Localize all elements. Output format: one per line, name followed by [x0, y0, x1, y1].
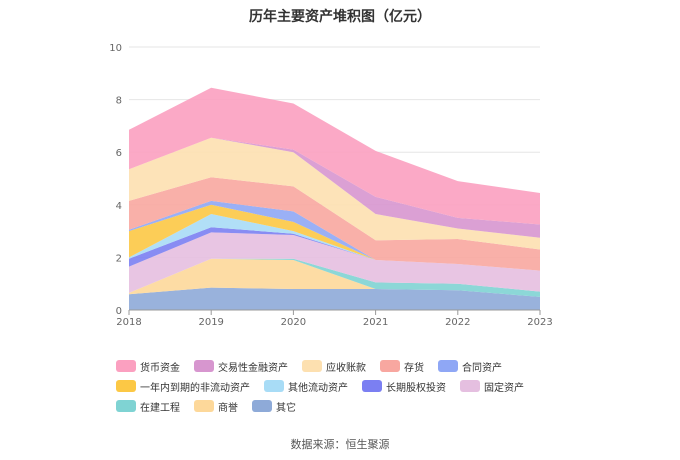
area-series-2 [129, 258, 540, 297]
legend-swatch [362, 380, 382, 392]
area-series-10 [129, 137, 540, 238]
y-tick-label: 0 [116, 306, 122, 317]
x-tick-label: 2018 [116, 317, 141, 328]
legend-item[interactable]: 合同资产 [438, 358, 502, 374]
data-source: 数据来源：恒生聚源 [290, 438, 390, 451]
legend-item[interactable]: 其它 [252, 398, 296, 414]
legend-label: 其它 [276, 402, 296, 414]
legend-label: 商誉 [218, 402, 238, 414]
legend-label: 其他流动资产 [288, 382, 348, 394]
legend-swatch [116, 400, 136, 412]
legend-item[interactable]: 应收账款 [302, 358, 366, 374]
legend-swatch [460, 380, 480, 392]
legend-swatch [380, 360, 400, 372]
legend-item[interactable]: 在建工程 [116, 398, 180, 414]
x-tick-label: 2020 [281, 317, 306, 328]
legend-item[interactable]: 固定资产 [460, 378, 524, 394]
legend-swatch [302, 360, 322, 372]
legend-swatch [252, 400, 272, 412]
legend-swatch [264, 380, 284, 392]
legend-item[interactable]: 交易性金融资产 [194, 358, 288, 374]
legend-label: 应收账款 [326, 362, 366, 374]
chart-title: 历年主要资产堆积图（亿元） [249, 9, 431, 25]
legend-swatch [438, 360, 458, 372]
legend-item[interactable]: 长期股权投资 [362, 378, 446, 394]
x-tick-label: 2023 [527, 317, 552, 328]
y-tick-label: 2 [116, 253, 122, 264]
legend-swatch [116, 380, 136, 392]
x-tick-label: 2021 [363, 317, 388, 328]
x-tick-label: 2022 [445, 317, 470, 328]
area-series-3 [129, 232, 540, 293]
x-tick-label: 2019 [198, 317, 223, 328]
y-tick-label: 6 [116, 148, 122, 159]
legend-label: 一年内到期的非流动资产 [140, 382, 250, 394]
legend-label: 存货 [404, 362, 424, 374]
legend-item[interactable]: 商誉 [194, 398, 238, 414]
legend-label: 合同资产 [462, 362, 502, 374]
y-tick-label: 8 [116, 96, 122, 107]
legend-label: 交易性金融资产 [218, 362, 288, 374]
area-series-11 [129, 87, 540, 225]
legend-swatch [116, 360, 136, 372]
legend-item[interactable]: 一年内到期的非流动资产 [116, 378, 250, 394]
legend-item[interactable]: 其他流动资产 [264, 378, 348, 394]
legend-label: 在建工程 [140, 402, 180, 414]
legend-item[interactable]: 存货 [380, 358, 424, 374]
area-series-1 [129, 258, 540, 297]
legend-swatch [194, 400, 214, 412]
legend-item[interactable]: 货币资金 [116, 358, 180, 374]
y-tick-label: 10 [109, 43, 122, 54]
y-tick-label: 4 [116, 201, 122, 212]
area-series-5 [129, 214, 540, 271]
legend-label: 长期股权投资 [386, 382, 446, 394]
legend-label: 货币资金 [140, 362, 180, 374]
area-series [129, 87, 540, 310]
area-series-7 [129, 200, 540, 271]
area-series-8 [129, 177, 540, 271]
axes: 0 2 4 6 8 10 2018 2019 2020 2021 2022 2023 [109, 43, 552, 328]
legend: 货币资金 交易性金融资产 应收账款 存货 合同资产一年内到期的非流动资产 其他流动资产 长期… [116, 358, 586, 414]
area-series-9 [129, 137, 540, 250]
legend-label: 固定资产 [484, 382, 524, 394]
stacked-area-chart: 0 2 4 6 8 10 2018 2019 2020 2021 2022 2023 [109, 43, 552, 328]
area-series-0 [129, 287, 540, 310]
legend-swatch [194, 360, 214, 372]
